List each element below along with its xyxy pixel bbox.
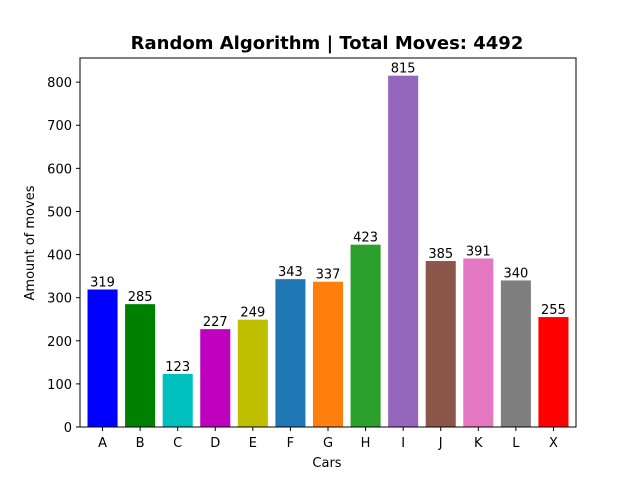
data-label-h: 423 [353, 231, 378, 246]
y-tick-label: 200 [47, 335, 72, 350]
x-tick-label-a: A [98, 436, 107, 451]
x-tick-label-e: E [249, 436, 257, 451]
data-label-d: 227 [203, 315, 228, 330]
y-tick-label: 100 [47, 378, 72, 393]
bar-x [538, 317, 569, 427]
y-tick-label: 700 [47, 119, 72, 134]
x-tick-label-l: L [512, 436, 520, 451]
x-tick-label-j: J [438, 436, 443, 451]
data-label-i: 815 [391, 62, 416, 77]
data-label-x: 255 [541, 303, 566, 318]
chart-title: Random Algorithm | Total Moves: 4492 [131, 33, 524, 54]
data-label-e: 249 [240, 306, 265, 321]
bar-b [125, 304, 156, 427]
x-tick-label-b: B [136, 436, 145, 451]
bar-i [388, 75, 419, 428]
bar-d [200, 329, 231, 427]
y-tick-label: 800 [47, 76, 72, 91]
data-label-g: 337 [316, 268, 341, 283]
x-tick-label-d: D [210, 436, 220, 451]
data-label-j: 385 [428, 247, 453, 262]
x-tick-label-g: G [323, 436, 333, 451]
data-label-l: 340 [503, 266, 528, 281]
x-tick-label-h: H [361, 436, 371, 451]
bar-g [312, 281, 344, 427]
y-tick-label: 0 [64, 421, 72, 436]
x-axis-label: Cars [312, 456, 341, 471]
data-label-b: 285 [128, 290, 153, 305]
bar-f [275, 279, 306, 427]
x-tick-label-c: C [173, 436, 182, 451]
x-tick-label-x: X [549, 436, 558, 451]
bar-a [87, 289, 118, 427]
y-axis-label: Amount of moves [23, 185, 38, 300]
bar-l [500, 280, 531, 427]
y-tick-label: 300 [47, 292, 72, 307]
data-label-a: 319 [90, 275, 115, 290]
y-tick-label: 600 [47, 162, 72, 177]
bar-k [463, 258, 494, 427]
bar-h [350, 244, 381, 427]
bar-j [425, 261, 456, 427]
x-tick-label-f: F [287, 436, 294, 451]
x-tick-label-i: I [401, 436, 405, 451]
data-label-f: 343 [278, 265, 303, 280]
data-label-c: 123 [165, 360, 190, 375]
bar-e [237, 319, 268, 427]
bar-c [162, 373, 193, 427]
y-tick-label: 500 [47, 205, 72, 220]
x-tick-label-k: K [474, 436, 483, 451]
y-tick-label: 400 [47, 249, 72, 264]
data-label-k: 391 [466, 244, 491, 259]
plot-area: 319 285 123 227 249 343 337 423 815 385 391 340 255 A… [47, 57, 577, 451]
